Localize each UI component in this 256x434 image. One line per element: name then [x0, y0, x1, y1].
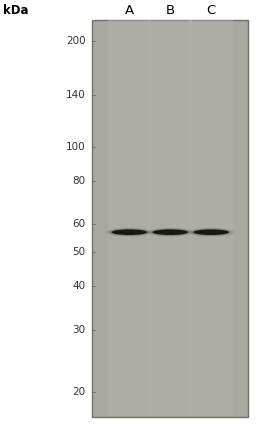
- Bar: [92, 20, 248, 417]
- Bar: [108, 20, 151, 416]
- Ellipse shape: [106, 228, 153, 237]
- Text: kDa: kDa: [3, 4, 28, 17]
- Bar: [148, 20, 192, 416]
- Ellipse shape: [152, 230, 188, 235]
- Ellipse shape: [191, 228, 232, 236]
- Ellipse shape: [147, 228, 194, 237]
- Text: 20: 20: [73, 387, 86, 397]
- Ellipse shape: [188, 228, 234, 237]
- Text: 140: 140: [66, 90, 86, 100]
- Text: 30: 30: [73, 325, 86, 335]
- Ellipse shape: [150, 228, 191, 236]
- Ellipse shape: [193, 230, 229, 235]
- Text: 40: 40: [73, 281, 86, 291]
- Text: 60: 60: [73, 219, 86, 230]
- Text: 80: 80: [73, 175, 86, 185]
- Text: 50: 50: [73, 247, 86, 257]
- Text: 100: 100: [66, 141, 86, 151]
- Text: A: A: [125, 4, 134, 17]
- Ellipse shape: [111, 230, 147, 235]
- Text: B: B: [166, 4, 175, 17]
- Text: 200: 200: [66, 36, 86, 46]
- Text: C: C: [207, 4, 216, 17]
- Ellipse shape: [109, 228, 150, 236]
- Bar: [189, 20, 233, 416]
